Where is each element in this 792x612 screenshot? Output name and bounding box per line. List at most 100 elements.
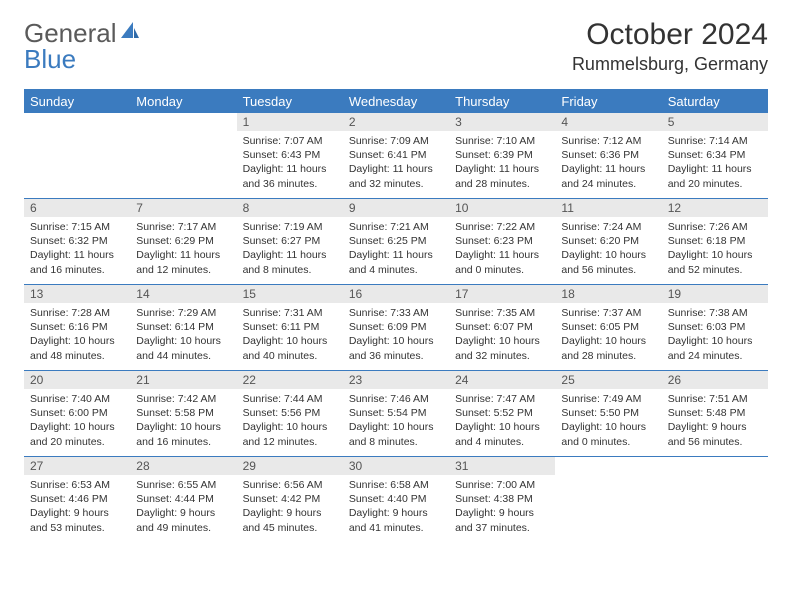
day-line: Sunrise: 7:40 AM [30, 392, 124, 406]
day-line: Daylight: 9 hours [30, 506, 124, 520]
day-line: and 8 minutes. [243, 263, 337, 277]
col-sunday: Sunday [24, 90, 130, 113]
day-line: Sunset: 5:54 PM [349, 406, 443, 420]
day-line: Sunrise: 6:55 AM [136, 478, 230, 492]
day-line: Daylight: 10 hours [243, 420, 337, 434]
calendar-cell: 8Sunrise: 7:19 AMSunset: 6:27 PMDaylight… [237, 199, 343, 285]
day-line: Sunrise: 7:21 AM [349, 220, 443, 234]
day-text [24, 117, 130, 124]
calendar-cell: 24Sunrise: 7:47 AMSunset: 5:52 PMDayligh… [449, 371, 555, 457]
day-number: 9 [343, 199, 449, 217]
day-line: Sunrise: 7:28 AM [30, 306, 124, 320]
day-line: and 41 minutes. [349, 521, 443, 535]
day-number: 3 [449, 113, 555, 131]
day-line: and 56 minutes. [668, 435, 762, 449]
day-line: Sunset: 4:38 PM [455, 492, 549, 506]
day-line: and 4 minutes. [349, 263, 443, 277]
day-line: Daylight: 11 hours [349, 162, 443, 176]
calendar-row: 27Sunrise: 6:53 AMSunset: 4:46 PMDayligh… [24, 457, 768, 543]
day-line: Daylight: 10 hours [455, 334, 549, 348]
day-line: Sunset: 6:11 PM [243, 320, 337, 334]
day-line: Daylight: 11 hours [243, 162, 337, 176]
day-number: 21 [130, 371, 236, 389]
day-text: Sunrise: 6:55 AMSunset: 4:44 PMDaylight:… [130, 475, 236, 539]
day-text: Sunrise: 7:00 AMSunset: 4:38 PMDaylight:… [449, 475, 555, 539]
day-line: Daylight: 10 hours [30, 334, 124, 348]
day-line: Sunrise: 7:12 AM [561, 134, 655, 148]
day-line: Sunrise: 7:46 AM [349, 392, 443, 406]
day-line: and 20 minutes. [668, 177, 762, 191]
day-line: Sunset: 4:44 PM [136, 492, 230, 506]
calendar-row: 1Sunrise: 7:07 AMSunset: 6:43 PMDaylight… [24, 113, 768, 199]
day-line: Sunrise: 7:17 AM [136, 220, 230, 234]
calendar-cell: 1Sunrise: 7:07 AMSunset: 6:43 PMDaylight… [237, 113, 343, 199]
day-line: Sunrise: 7:07 AM [243, 134, 337, 148]
day-line: and 20 minutes. [30, 435, 124, 449]
day-number: 23 [343, 371, 449, 389]
day-number: 14 [130, 285, 236, 303]
calendar-row: 20Sunrise: 7:40 AMSunset: 6:00 PMDayligh… [24, 371, 768, 457]
col-thursday: Thursday [449, 90, 555, 113]
calendar-cell: 11Sunrise: 7:24 AMSunset: 6:20 PMDayligh… [555, 199, 661, 285]
day-text: Sunrise: 7:24 AMSunset: 6:20 PMDaylight:… [555, 217, 661, 281]
day-line: Sunset: 5:52 PM [455, 406, 549, 420]
day-line: Daylight: 11 hours [349, 248, 443, 262]
day-line: Sunset: 5:48 PM [668, 406, 762, 420]
day-line: Sunrise: 7:26 AM [668, 220, 762, 234]
day-line: and 24 minutes. [668, 349, 762, 363]
day-line: Daylight: 9 hours [455, 506, 549, 520]
day-text: Sunrise: 7:19 AMSunset: 6:27 PMDaylight:… [237, 217, 343, 281]
day-line: Sunset: 6:39 PM [455, 148, 549, 162]
day-line: Sunset: 6:07 PM [455, 320, 549, 334]
day-number: 20 [24, 371, 130, 389]
day-line: and 0 minutes. [455, 263, 549, 277]
day-text: Sunrise: 7:28 AMSunset: 6:16 PMDaylight:… [24, 303, 130, 367]
calendar-cell: 12Sunrise: 7:26 AMSunset: 6:18 PMDayligh… [662, 199, 768, 285]
day-text: Sunrise: 7:07 AMSunset: 6:43 PMDaylight:… [237, 131, 343, 195]
day-text: Sunrise: 7:49 AMSunset: 5:50 PMDaylight:… [555, 389, 661, 453]
day-number: 5 [662, 113, 768, 131]
calendar-cell: 3Sunrise: 7:10 AMSunset: 6:39 PMDaylight… [449, 113, 555, 199]
day-line: Sunset: 5:56 PM [243, 406, 337, 420]
day-number: 6 [24, 199, 130, 217]
day-line: and 40 minutes. [243, 349, 337, 363]
day-number: 4 [555, 113, 661, 131]
day-line: Daylight: 10 hours [668, 248, 762, 262]
day-line: Sunset: 6:16 PM [30, 320, 124, 334]
day-line: Sunset: 5:58 PM [136, 406, 230, 420]
calendar-cell: 22Sunrise: 7:44 AMSunset: 5:56 PMDayligh… [237, 371, 343, 457]
calendar-cell: 10Sunrise: 7:22 AMSunset: 6:23 PMDayligh… [449, 199, 555, 285]
calendar-cell: 17Sunrise: 7:35 AMSunset: 6:07 PMDayligh… [449, 285, 555, 371]
calendar-cell: 4Sunrise: 7:12 AMSunset: 6:36 PMDaylight… [555, 113, 661, 199]
day-line: and 36 minutes. [243, 177, 337, 191]
day-text: Sunrise: 7:14 AMSunset: 6:34 PMDaylight:… [662, 131, 768, 195]
day-line: Sunset: 6:14 PM [136, 320, 230, 334]
day-line: Daylight: 9 hours [668, 420, 762, 434]
day-line: and 32 minutes. [349, 177, 443, 191]
day-number: 22 [237, 371, 343, 389]
day-line: Sunset: 6:09 PM [349, 320, 443, 334]
day-line: and 8 minutes. [349, 435, 443, 449]
day-text [662, 461, 768, 468]
day-text: Sunrise: 7:33 AMSunset: 6:09 PMDaylight:… [343, 303, 449, 367]
day-text: Sunrise: 7:09 AMSunset: 6:41 PMDaylight:… [343, 131, 449, 195]
day-text: Sunrise: 7:21 AMSunset: 6:25 PMDaylight:… [343, 217, 449, 281]
day-line: Sunset: 6:27 PM [243, 234, 337, 248]
calendar-head: Sunday Monday Tuesday Wednesday Thursday… [24, 90, 768, 113]
day-text: Sunrise: 7:15 AMSunset: 6:32 PMDaylight:… [24, 217, 130, 281]
calendar-cell: 7Sunrise: 7:17 AMSunset: 6:29 PMDaylight… [130, 199, 236, 285]
calendar-cell [555, 457, 661, 543]
day-number: 18 [555, 285, 661, 303]
day-line: Sunrise: 7:35 AM [455, 306, 549, 320]
calendar-table: Sunday Monday Tuesday Wednesday Thursday… [24, 89, 768, 543]
calendar-cell [24, 113, 130, 199]
calendar-cell: 28Sunrise: 6:55 AMSunset: 4:44 PMDayligh… [130, 457, 236, 543]
day-text: Sunrise: 7:47 AMSunset: 5:52 PMDaylight:… [449, 389, 555, 453]
day-line: Daylight: 11 hours [561, 162, 655, 176]
calendar-cell: 21Sunrise: 7:42 AMSunset: 5:58 PMDayligh… [130, 371, 236, 457]
day-number: 12 [662, 199, 768, 217]
calendar-cell: 14Sunrise: 7:29 AMSunset: 6:14 PMDayligh… [130, 285, 236, 371]
day-text: Sunrise: 6:56 AMSunset: 4:42 PMDaylight:… [237, 475, 343, 539]
day-line: Daylight: 11 hours [30, 248, 124, 262]
day-line: Sunset: 6:23 PM [455, 234, 549, 248]
